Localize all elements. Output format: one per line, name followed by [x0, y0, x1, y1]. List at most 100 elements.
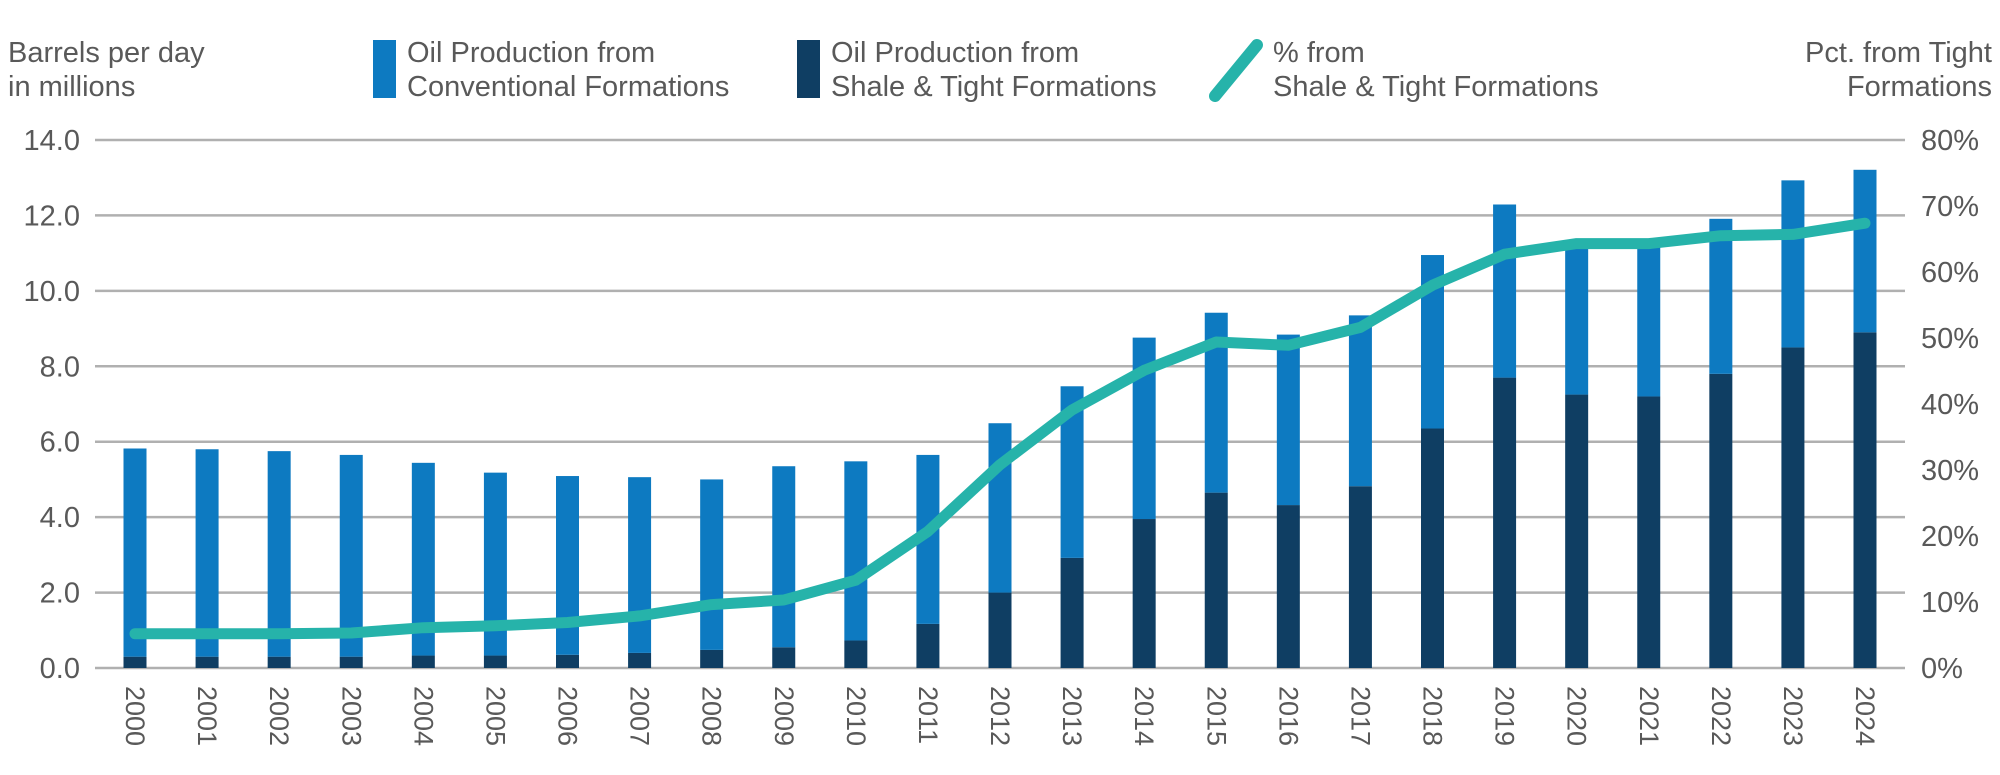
x-axis-label-2013: 2013 — [1057, 686, 1087, 746]
bar-shale-2024 — [1853, 332, 1877, 668]
left-axis-tick-label: 2.0 — [40, 578, 80, 610]
x-axis-label-2006: 2006 — [553, 686, 583, 746]
bar-shale-2005 — [483, 655, 507, 668]
bar-conventional-2022 — [1709, 218, 1733, 374]
x-axis-label-2007: 2007 — [625, 686, 655, 746]
bar-conventional-2023 — [1781, 180, 1805, 348]
left-axis-title-line1: Barrels per day — [8, 37, 205, 69]
bar-conventional-2002 — [267, 451, 291, 657]
x-axis-labels: 2000 2001 2002 2003 2004 2005 2006 2007 2008 2009… — [120, 686, 1880, 746]
pct-line — [129, 217, 1871, 640]
bar-shale-2020 — [1565, 394, 1589, 668]
right-axis-tick-label: 20% — [1921, 521, 1979, 553]
x-axis-label-2021: 2021 — [1634, 686, 1664, 746]
bar-shale-2019 — [1493, 377, 1517, 668]
x-axis-label-2003: 2003 — [336, 686, 366, 746]
left-axis-title-line2: in millions — [8, 71, 136, 103]
left-axis-tick-label: 8.0 — [40, 351, 80, 383]
x-axis-label-2015: 2015 — [1201, 686, 1231, 746]
x-axis-label-2012: 2012 — [985, 686, 1015, 746]
legend-shale-line2: Shale & Tight Formations — [831, 71, 1157, 103]
x-axis-label-2018: 2018 — [1418, 686, 1448, 746]
x-axis-label-2022: 2022 — [1706, 686, 1736, 746]
bar-conventional-2000 — [123, 448, 147, 657]
left-axis-tick-label: 0.0 — [40, 653, 80, 685]
bar-conventional-2018 — [1421, 255, 1444, 429]
x-axis-label-2019: 2019 — [1490, 686, 1520, 746]
right-axis-tick-label: 40% — [1921, 389, 1979, 421]
right-axis-tick-label: 0% — [1921, 653, 1963, 685]
x-axis-label-2010: 2010 — [841, 686, 871, 746]
left-axis-tick-label: 4.0 — [40, 502, 80, 534]
bar-conventional-2017 — [1348, 315, 1372, 487]
bar-shale-2016 — [1276, 505, 1300, 668]
bar-conventional-2015 — [1204, 312, 1228, 493]
bar-conventional-2006 — [556, 476, 579, 655]
bar-shale-2018 — [1421, 428, 1444, 668]
bar-conventional-2008 — [700, 479, 724, 650]
bar-shale-2000 — [123, 656, 147, 668]
x-axis-label-2000: 2000 — [120, 686, 150, 746]
bar-shale-2021 — [1637, 396, 1661, 668]
bar-shale-2006 — [556, 654, 579, 668]
x-axis-label-2014: 2014 — [1129, 686, 1159, 746]
bar-conventional-2001 — [195, 449, 219, 657]
bar-conventional-2021 — [1637, 245, 1661, 397]
bar-shale-2017 — [1348, 486, 1372, 668]
bar-conventional-2009 — [772, 466, 796, 648]
left-axis-labels: 0.0 2.0 4.0 6.0 8.0 10.0 12.0 14.0 — [24, 125, 80, 685]
bar-conventional-2005 — [483, 472, 507, 656]
left-axis-tick-label: 12.0 — [24, 200, 80, 232]
bar-conventional-2019 — [1493, 204, 1517, 378]
legend-conventional-line2: Conventional Formations — [407, 71, 730, 103]
left-axis-title: Barrels per day in millions — [8, 36, 205, 104]
right-axis-tick-label: 60% — [1921, 257, 1979, 289]
x-axis-label-2024: 2024 — [1850, 686, 1880, 746]
bar-conventional-2024 — [1853, 169, 1877, 333]
legend-shale-line1: Oil Production from — [831, 37, 1080, 69]
conventional-swatch-icon — [373, 40, 396, 98]
bar-shale-2007 — [628, 652, 652, 668]
right-axis-labels: 0% 10% 20% 30% 40% 50% 60% 70% 80% — [1921, 125, 1979, 685]
x-axis-label-2008: 2008 — [697, 686, 727, 746]
right-axis-tick-label: 30% — [1921, 455, 1979, 487]
bar-conventional-2010 — [844, 461, 868, 641]
right-axis-tick-label: 80% — [1921, 125, 1979, 157]
x-axis-label-2001: 2001 — [192, 686, 222, 746]
bar-shale-2023 — [1781, 347, 1805, 668]
legend-item-pct: % from Shale & Tight Formations — [1205, 36, 1599, 107]
bar-conventional-2014 — [1132, 337, 1156, 520]
bar-shale-2001 — [195, 656, 219, 668]
shale-swatch-icon — [797, 40, 820, 98]
bar-shale-2014 — [1132, 519, 1156, 668]
bar-shale-2013 — [1060, 557, 1084, 668]
bar-conventional-2007 — [628, 477, 652, 653]
bar-shale-2004 — [411, 655, 435, 668]
left-axis-tick-label: 14.0 — [24, 125, 80, 157]
bars — [123, 169, 1877, 668]
legend-conventional-line1: Oil Production from — [407, 37, 656, 69]
right-axis-tick-label: 50% — [1921, 323, 1979, 355]
bar-conventional-2013 — [1060, 386, 1084, 558]
x-axis-label-2005: 2005 — [480, 686, 510, 746]
x-axis-label-2004: 2004 — [408, 686, 438, 746]
bar-shale-2009 — [772, 647, 796, 668]
right-axis-title-line2: Formations — [1846, 71, 1992, 103]
x-axis-label-2011: 2011 — [913, 686, 943, 744]
x-axis-label-2017: 2017 — [1345, 686, 1375, 746]
pct-line-swatch-icon — [1209, 39, 1263, 102]
bar-conventional-2012 — [988, 423, 1012, 593]
x-axis-label-2020: 2020 — [1562, 686, 1592, 746]
bar-shale-2011 — [916, 623, 940, 668]
x-axis-label-2023: 2023 — [1778, 686, 1808, 746]
legend-pct-line2: Shale & Tight Formations — [1273, 71, 1599, 103]
x-axis-label-2002: 2002 — [264, 686, 294, 746]
right-axis-title: Pct. from Tight Formations — [1805, 36, 1992, 104]
left-axis-tick-label: 10.0 — [24, 276, 80, 308]
bar-conventional-2004 — [411, 462, 435, 656]
bar-conventional-2016 — [1276, 334, 1300, 506]
x-axis-label-2009: 2009 — [769, 686, 799, 746]
left-axis-tick-label: 6.0 — [40, 427, 80, 459]
